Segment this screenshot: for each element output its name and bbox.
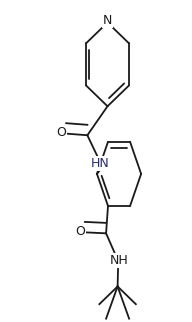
Text: O: O xyxy=(56,126,66,139)
Text: HN: HN xyxy=(90,157,109,170)
Text: N: N xyxy=(103,14,112,27)
Text: NH: NH xyxy=(110,254,128,267)
Text: O: O xyxy=(75,224,85,238)
